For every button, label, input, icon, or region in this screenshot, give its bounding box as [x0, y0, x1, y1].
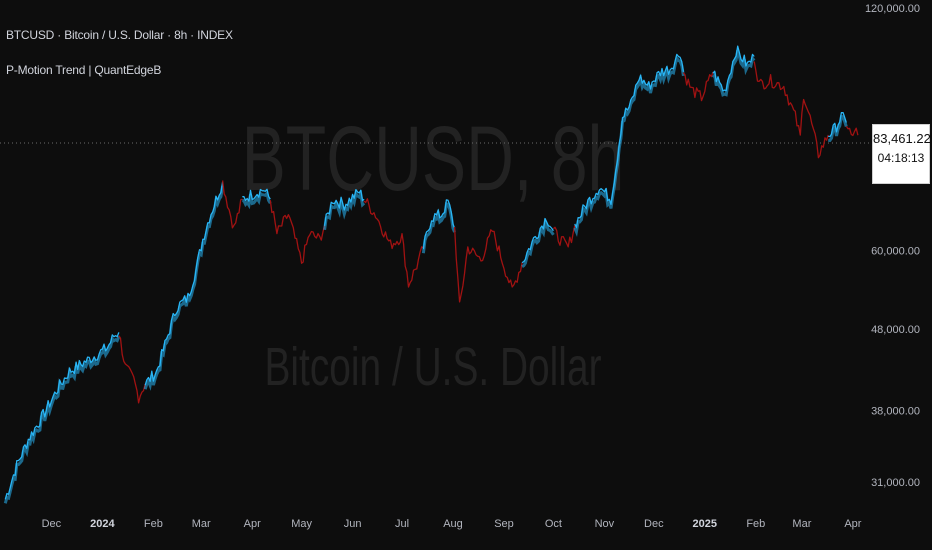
- x-tick-label-1: 2024: [90, 518, 115, 530]
- series-segment-12: [574, 53, 685, 229]
- trend-band-8: [421, 202, 456, 254]
- x-tick-label-6: Jun: [344, 518, 362, 530]
- x-tick-label-10: Oct: [545, 518, 562, 530]
- y-tick-label-3: 38,000.00: [871, 406, 920, 418]
- indicator-legend[interactable]: P-Motion Trend | QuantEdgeB: [6, 63, 162, 77]
- trend-band-0: [3, 335, 121, 504]
- x-tick-label-11: Nov: [595, 518, 615, 530]
- y-axis[interactable]: 120,000.00 60,000.00 48,000.00 38,000.00 31,…: [865, 3, 920, 489]
- series-segment-11: [552, 225, 576, 248]
- x-tick-label-0: Dec: [42, 518, 62, 530]
- y-tick-label-4: 31,000.00: [871, 477, 920, 489]
- x-tick-label-9: Sep: [494, 518, 514, 530]
- series-segment-10: [521, 217, 554, 264]
- x-tick-label-2: Feb: [144, 518, 163, 530]
- series-segment-7: [363, 198, 424, 288]
- series-segment-4: [242, 188, 271, 202]
- last-price-value: 83,461.22: [873, 131, 931, 146]
- y-tick-label-0: 120,000.00: [865, 3, 920, 15]
- series-segment-6: [323, 188, 365, 226]
- x-axis[interactable]: Dec 2024 Feb Mar Apr May Jun Jul Aug Sep Oct Nov Dec…: [42, 518, 862, 530]
- series-segment-14: [712, 45, 755, 92]
- trend-band-10: [521, 217, 555, 268]
- x-tick-label-16: Apr: [844, 518, 861, 530]
- trend-band-2: [143, 185, 225, 391]
- watermark-main: BTCUSD, 8h: [242, 106, 625, 209]
- series-segment-9: [453, 226, 523, 303]
- trend-band-16: [828, 115, 848, 143]
- symbol-legend[interactable]: BTCUSD · Bitcoin / U.S. Dollar · 8h · IN…: [6, 28, 233, 42]
- series-segment-17: [845, 125, 859, 137]
- bar-countdown: 04:18:13: [877, 151, 925, 165]
- x-tick-label-13: 2025: [693, 518, 717, 530]
- series-segment-15: [753, 61, 829, 159]
- last-price-badge: 83,461.22 04:18:13: [872, 124, 931, 184]
- y-tick-label-1: 60,000.00: [871, 246, 920, 258]
- trend-band-4: [242, 190, 272, 210]
- x-tick-label-12: Dec: [644, 518, 664, 530]
- series-segment-5: [269, 200, 326, 264]
- x-tick-label-5: May: [291, 518, 312, 530]
- x-tick-label-14: Feb: [746, 518, 765, 530]
- x-tick-label-7: Jul: [395, 518, 409, 530]
- watermark-sub: Bitcoin / U.S. Dollar: [264, 336, 601, 397]
- series-segment-3: [221, 180, 243, 229]
- x-tick-label-3: Mar: [192, 518, 211, 530]
- trend-band-12: [573, 55, 685, 238]
- series-segment-13: [682, 71, 714, 102]
- series-segment-1: [118, 335, 146, 404]
- series-segment-2: [144, 181, 224, 386]
- trend-band-14: [711, 49, 756, 97]
- series-segment-0: [4, 332, 120, 500]
- x-tick-label-15: Mar: [792, 518, 811, 530]
- x-tick-label-4: Apr: [244, 518, 261, 530]
- series-segment-16: [828, 111, 847, 138]
- series-segment-8: [422, 199, 456, 250]
- y-tick-label-2: 48,000.00: [871, 324, 920, 336]
- series-layer: [3, 45, 859, 504]
- x-tick-label-8: Aug: [443, 518, 463, 530]
